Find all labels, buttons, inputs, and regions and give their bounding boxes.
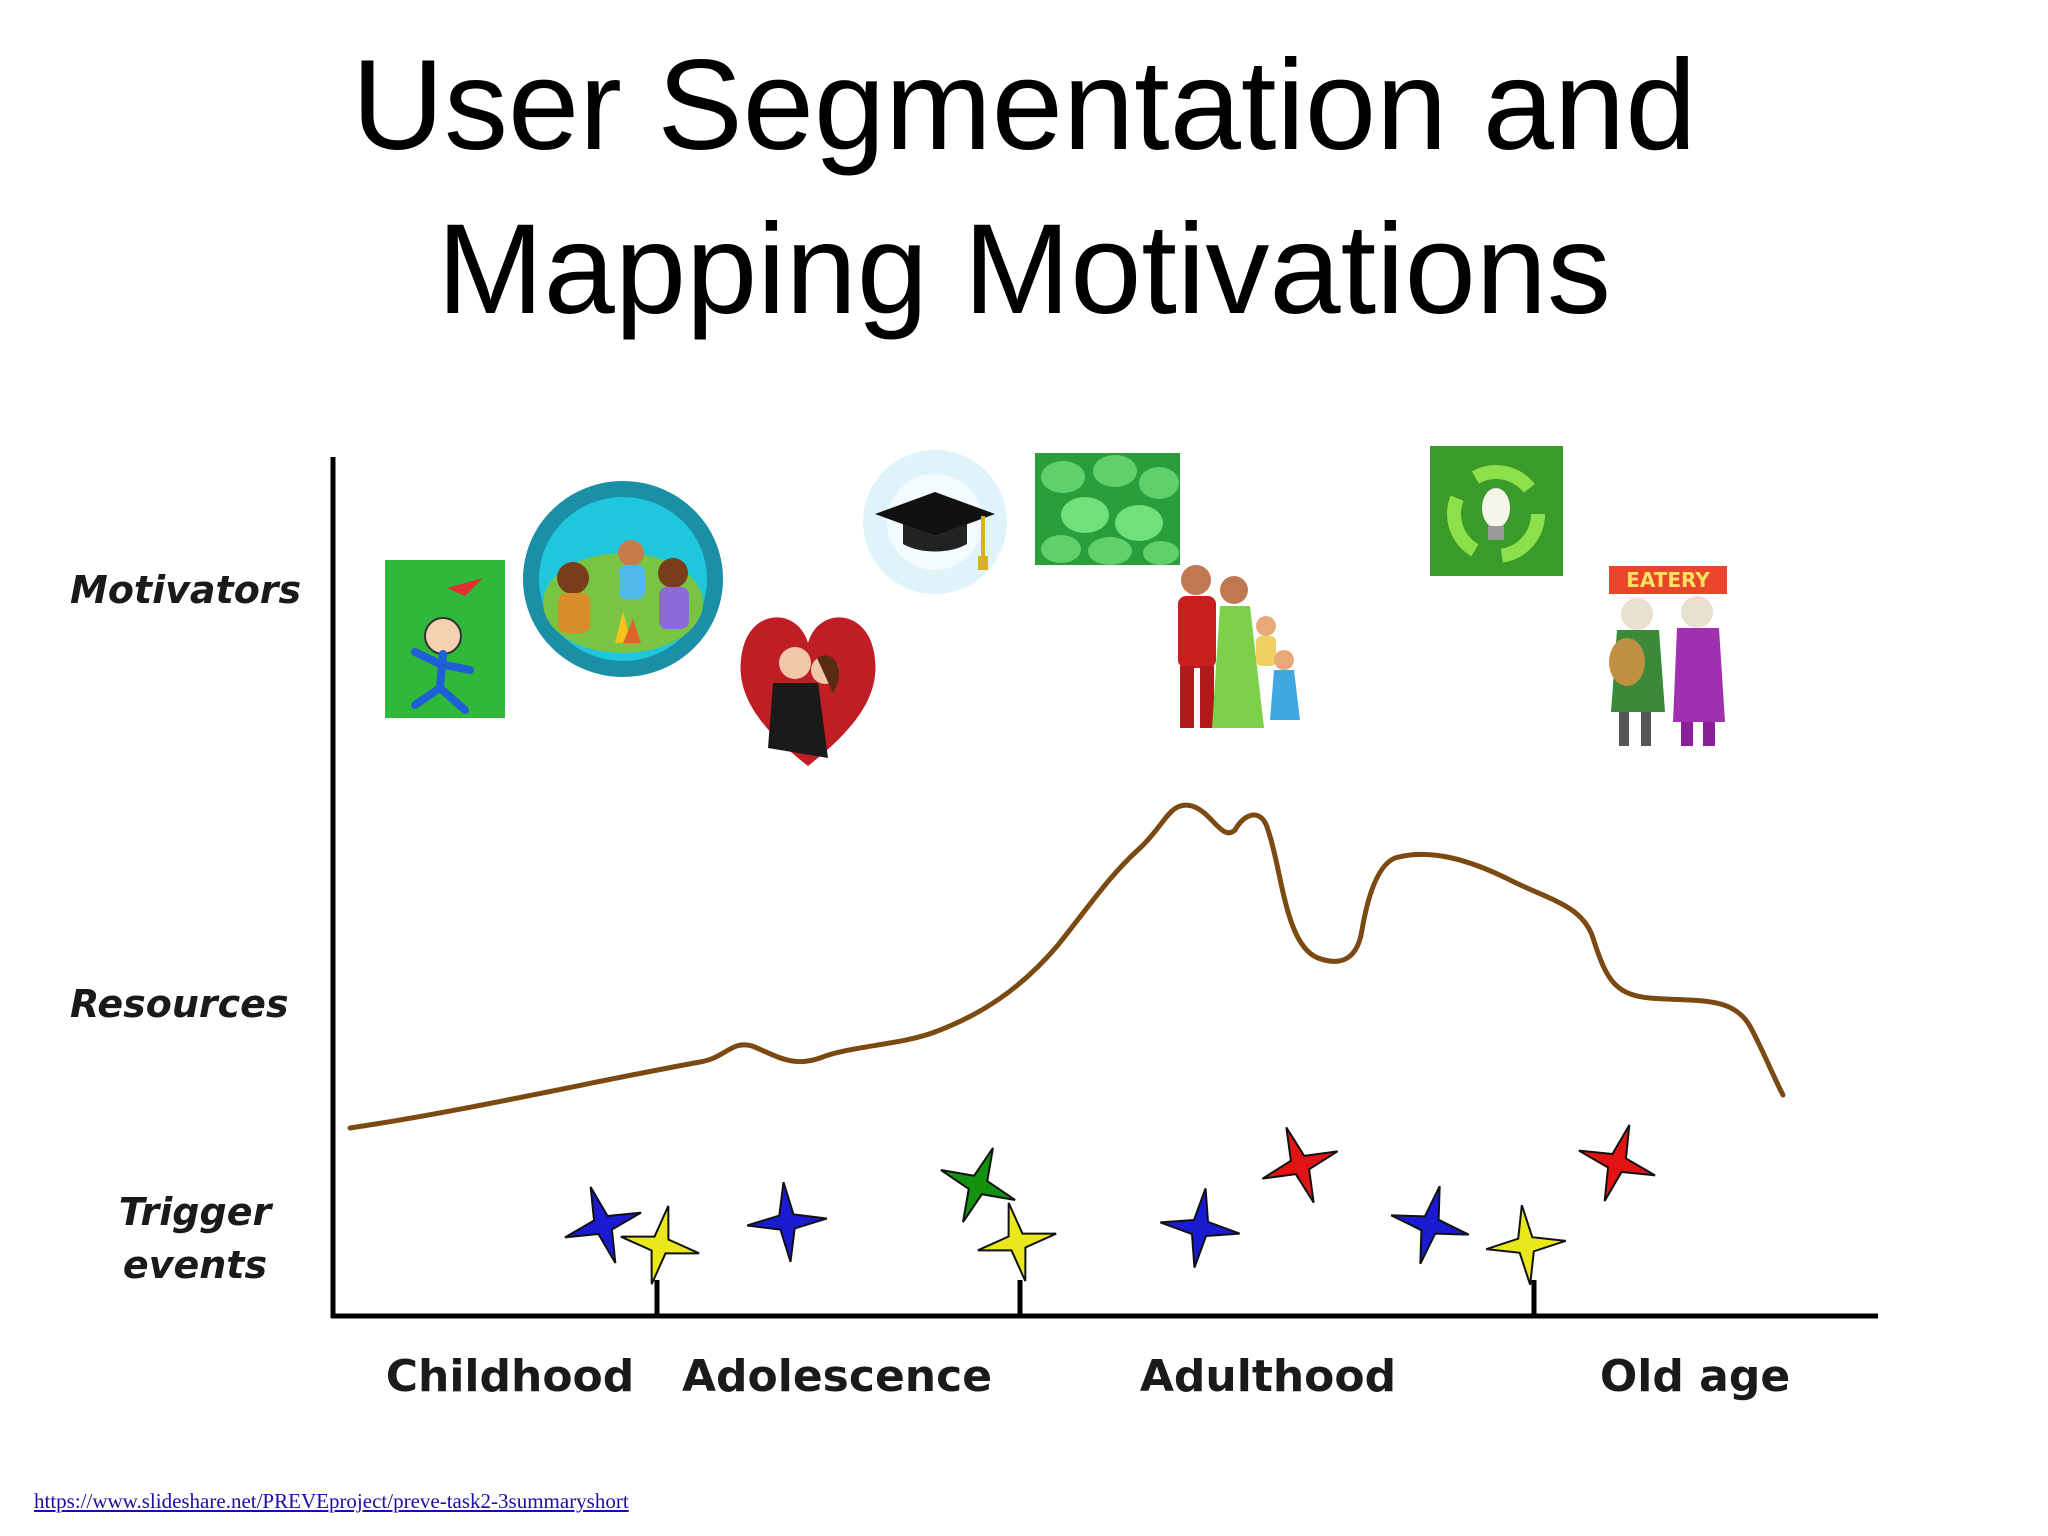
stage-label-childhood: Childhood bbox=[386, 1351, 635, 1402]
trigger-event-star bbox=[746, 1181, 828, 1263]
playing-child-icon bbox=[385, 560, 505, 718]
stage-label-old-age: Old age bbox=[1600, 1351, 1790, 1402]
trigger-event-star bbox=[620, 1205, 700, 1285]
trigger-event-star bbox=[977, 1202, 1057, 1282]
resources-curve bbox=[347, 802, 1786, 1131]
graduation-cap-icon bbox=[863, 450, 1007, 594]
slide-title: User Segmentation and Mapping Motivation… bbox=[0, 24, 2048, 352]
trigger-event-star bbox=[564, 1186, 642, 1264]
trigger-events-group bbox=[564, 1124, 1656, 1286]
trigger-event-star bbox=[1261, 1126, 1339, 1204]
trigger-event-star bbox=[1578, 1124, 1656, 1202]
stage-label-adolescence: Adolescence bbox=[682, 1351, 992, 1402]
eatery-sign-text: EATERY bbox=[1626, 568, 1710, 592]
source-link[interactable]: https://www.slideshare.net/PREVEproject/… bbox=[34, 1489, 629, 1513]
title-line-2: Mapping Motivations bbox=[437, 198, 1611, 341]
resources-label: Resources bbox=[70, 982, 289, 1026]
trigger-event-star bbox=[1485, 1204, 1567, 1286]
trigger-event-star bbox=[1390, 1185, 1470, 1265]
family-icon bbox=[1178, 565, 1300, 728]
money-coins-icon bbox=[1035, 453, 1180, 565]
trigger-event-star bbox=[1160, 1188, 1240, 1268]
stage-label-adulthood: Adulthood bbox=[1140, 1351, 1396, 1402]
romance-heart-icon bbox=[740, 617, 876, 766]
title-line-1: User Segmentation and bbox=[351, 34, 1697, 177]
trigger-label-line2: events bbox=[123, 1243, 267, 1287]
elderly-couple-icon: EATERY bbox=[1609, 566, 1727, 746]
recycle-bulb-icon bbox=[1430, 446, 1563, 576]
motivators-label: Motivators bbox=[70, 568, 301, 612]
trigger-event-star bbox=[940, 1147, 1016, 1223]
trigger-label-line1: Trigger bbox=[119, 1190, 274, 1234]
campfire-friends-icon bbox=[523, 481, 723, 677]
